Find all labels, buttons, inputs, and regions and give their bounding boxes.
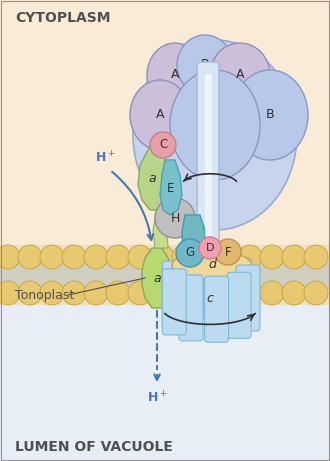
Polygon shape (153, 210, 168, 248)
Circle shape (62, 245, 86, 269)
Ellipse shape (170, 70, 260, 180)
FancyBboxPatch shape (227, 258, 251, 324)
Ellipse shape (232, 70, 308, 160)
Bar (0, 0, 330, 245)
FancyBboxPatch shape (162, 269, 186, 335)
FancyBboxPatch shape (162, 261, 186, 327)
Ellipse shape (147, 43, 203, 107)
Ellipse shape (133, 40, 297, 230)
Circle shape (84, 281, 108, 305)
Circle shape (155, 198, 195, 238)
Text: A: A (236, 69, 244, 82)
Circle shape (106, 245, 130, 269)
Text: d: d (208, 259, 216, 272)
Text: D: D (206, 243, 214, 253)
Circle shape (304, 245, 328, 269)
Bar (0, 260, 330, 290)
FancyBboxPatch shape (236, 265, 260, 331)
Circle shape (194, 281, 218, 305)
Text: CYTOPLASM: CYTOPLASM (15, 11, 111, 25)
Text: B: B (266, 108, 274, 122)
Circle shape (215, 239, 241, 265)
Circle shape (40, 245, 64, 269)
Circle shape (150, 132, 176, 158)
Text: a: a (148, 171, 156, 184)
Polygon shape (138, 140, 170, 210)
Circle shape (172, 281, 196, 305)
Ellipse shape (177, 35, 233, 95)
Text: B: B (201, 59, 209, 71)
FancyBboxPatch shape (205, 276, 229, 342)
FancyBboxPatch shape (179, 275, 203, 341)
Circle shape (282, 245, 306, 269)
Text: C: C (159, 138, 167, 152)
Text: H$^+$: H$^+$ (95, 150, 115, 165)
Ellipse shape (172, 251, 252, 279)
Circle shape (194, 245, 218, 269)
Circle shape (238, 281, 262, 305)
Text: E: E (167, 182, 175, 195)
Circle shape (238, 245, 262, 269)
Circle shape (0, 245, 20, 269)
Circle shape (304, 281, 328, 305)
Bar (0, 305, 330, 461)
FancyBboxPatch shape (205, 74, 212, 236)
Circle shape (18, 281, 42, 305)
Circle shape (84, 245, 108, 269)
Text: a: a (153, 272, 161, 284)
Text: LUMEN OF VACUOLE: LUMEN OF VACUOLE (15, 440, 173, 454)
Polygon shape (160, 160, 182, 215)
FancyBboxPatch shape (179, 255, 203, 321)
Text: c: c (207, 291, 214, 305)
FancyBboxPatch shape (227, 272, 251, 338)
Text: A: A (171, 69, 179, 82)
Circle shape (216, 281, 240, 305)
Text: H$^+$: H$^+$ (147, 390, 167, 406)
Circle shape (0, 281, 20, 305)
Bar (0, 245, 330, 305)
Circle shape (216, 245, 240, 269)
Circle shape (176, 239, 204, 267)
Polygon shape (182, 215, 205, 260)
FancyBboxPatch shape (197, 62, 219, 248)
Ellipse shape (210, 43, 270, 107)
Circle shape (260, 245, 284, 269)
Text: Tonoplast: Tonoplast (15, 289, 74, 301)
Circle shape (106, 281, 130, 305)
FancyBboxPatch shape (205, 254, 229, 320)
Circle shape (40, 281, 64, 305)
Circle shape (128, 245, 152, 269)
Circle shape (172, 245, 196, 269)
Text: H: H (170, 212, 180, 225)
Text: B: B (211, 118, 219, 131)
Circle shape (282, 281, 306, 305)
Circle shape (18, 245, 42, 269)
Text: G: G (185, 247, 195, 260)
Circle shape (128, 281, 152, 305)
Ellipse shape (130, 80, 190, 150)
Polygon shape (142, 248, 172, 308)
Circle shape (150, 245, 174, 269)
Text: F: F (225, 246, 231, 259)
Circle shape (150, 281, 174, 305)
Circle shape (62, 281, 86, 305)
Text: A: A (156, 108, 164, 122)
Circle shape (199, 237, 221, 259)
Circle shape (260, 281, 284, 305)
